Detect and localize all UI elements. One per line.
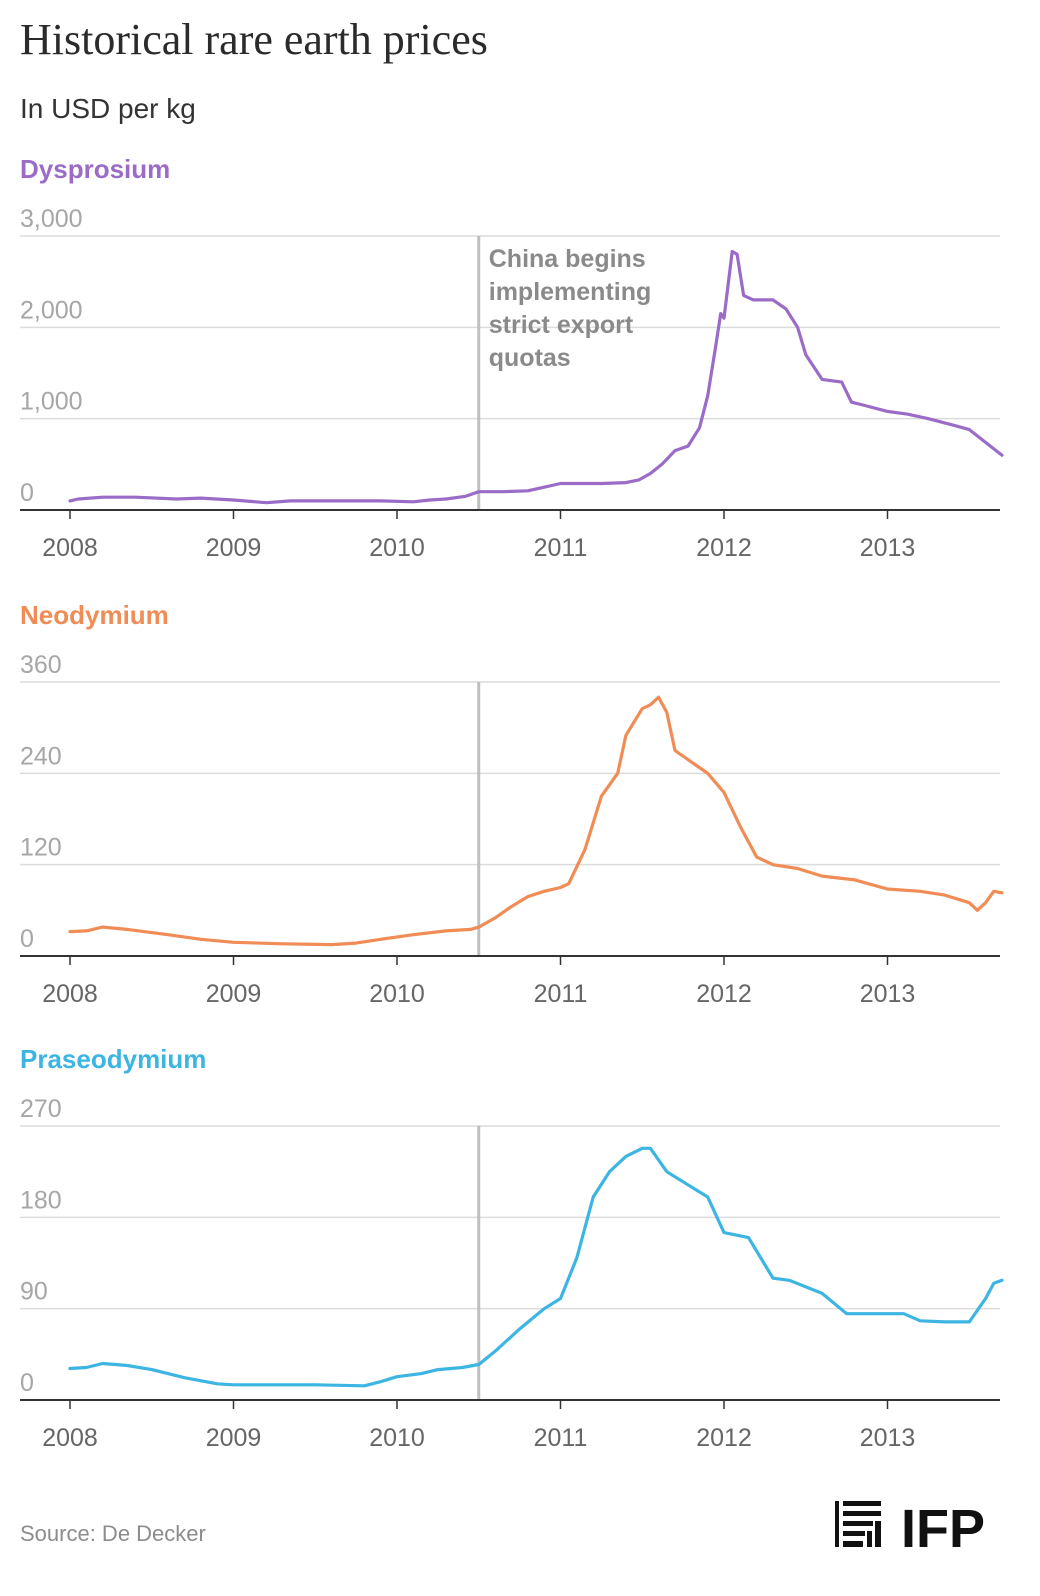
x-tick-label: 2011: [534, 1424, 588, 1452]
x-tick-label: 2013: [860, 980, 916, 1008]
y-tick-label: 90: [20, 1278, 48, 1306]
praseodymium-chart: 0 90 180 270 2008 2009 2010 2011 2012 2013: [20, 1095, 1004, 1452]
x-tick-label: 2013: [860, 1424, 916, 1452]
logo-mark-icon: [835, 1501, 881, 1547]
x-tick-label: 2010: [369, 1424, 425, 1452]
logo-text: IFP: [901, 1499, 985, 1553]
chart-subtitle: In USD per kg: [20, 93, 196, 124]
x-tick-label: 2010: [369, 980, 425, 1008]
y-tick-label: 0: [20, 1369, 34, 1397]
x-tick-label: 2011: [534, 980, 588, 1008]
x-tick-label: 2008: [42, 1424, 98, 1452]
y-tick-label: 2,000: [20, 296, 83, 324]
x-tick-label: 2009: [206, 1424, 262, 1452]
panel-title-neodymium: Neodymium: [20, 600, 169, 630]
panel-title-praseodymium: Praseodymium: [20, 1044, 207, 1074]
x-tick-label: 2008: [42, 534, 98, 562]
y-tick-label: 0: [20, 479, 34, 507]
y-tick-label: 0: [20, 925, 34, 953]
x-tick-label: 2012: [696, 980, 752, 1008]
y-tick-label: 180: [20, 1186, 62, 1214]
x-tick-label: 2009: [206, 980, 262, 1008]
praseodymium-price-line: [68, 1146, 1004, 1388]
x-tick-label: 2010: [369, 534, 425, 562]
panel-title-dysprosium: Dysprosium: [20, 154, 171, 184]
y-tick-label: 240: [20, 742, 62, 770]
x-tick-label: 2013: [860, 534, 916, 562]
chart-title: Historical rare earth prices: [20, 15, 488, 64]
x-tick-label: 2008: [42, 980, 98, 1008]
annotation-text: strict export: [489, 311, 634, 339]
annotation-text: quotas: [489, 344, 571, 372]
y-tick-label: 120: [20, 834, 62, 862]
x-tick-label: 2012: [696, 1424, 752, 1452]
annotation-text: China begins: [489, 245, 646, 273]
x-tick-label: 2011: [534, 534, 588, 562]
x-tick-label: 2009: [206, 534, 262, 562]
annotation-text: implementing: [489, 278, 652, 306]
x-tick-label: 2012: [696, 534, 752, 562]
dysprosium-price-line: [68, 249, 1004, 505]
y-tick-label: 3,000: [20, 205, 83, 233]
y-tick-label: 360: [20, 651, 62, 679]
y-tick-label: 270: [20, 1095, 62, 1123]
neodymium-price-line: [68, 695, 1004, 947]
ifp-logo: IFP: [835, 1499, 985, 1553]
y-tick-label: 1,000: [20, 388, 83, 416]
source-note: Source: De Decker: [20, 1521, 206, 1546]
dysprosium-chart: 0 1,000 2,000 3,000 China begins implementing…: [20, 205, 1004, 562]
neodymium-chart: 0 120 240 360 2008 2009 2010 2011 2012 2013: [20, 651, 1004, 1008]
